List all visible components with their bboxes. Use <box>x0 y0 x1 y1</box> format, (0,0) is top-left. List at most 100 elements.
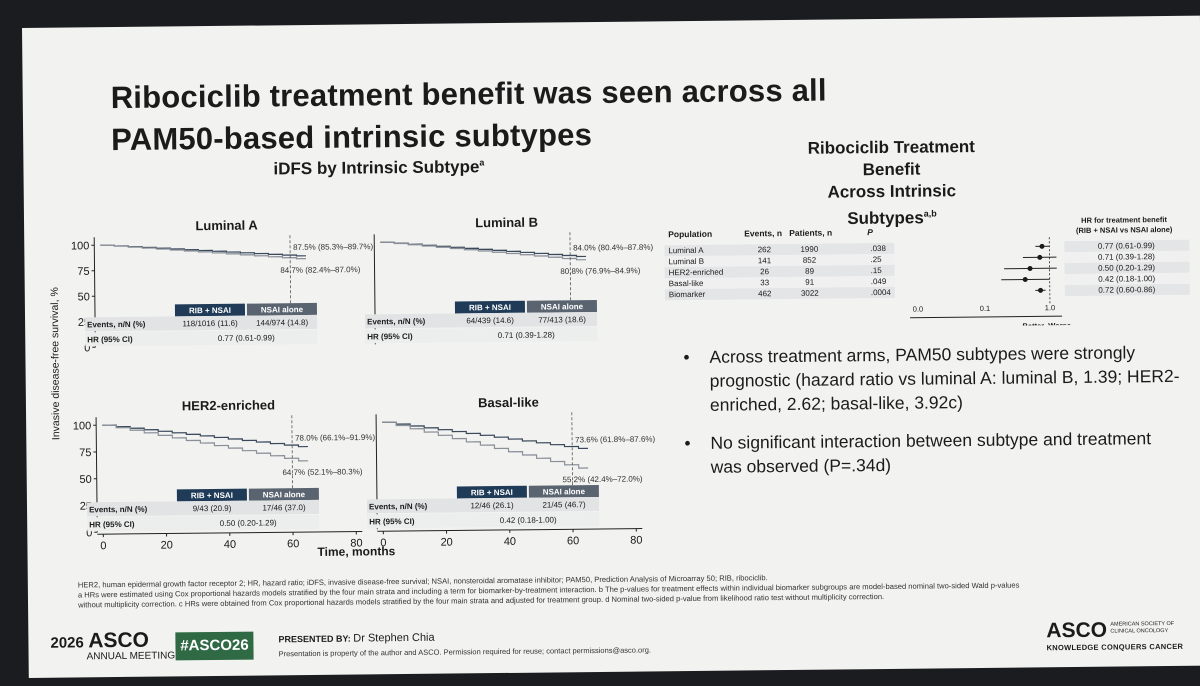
forest-row-p: .15 <box>871 266 883 275</box>
forest-worse-label: Worse <box>1048 321 1071 329</box>
km-hr-label: HR (95% CI) <box>87 335 133 344</box>
meeting-logo: 2026 ASCO ANNUAL MEETING <box>50 628 176 663</box>
km-hr-value: 0.77 (0.61-0.99) <box>218 333 275 343</box>
km-curve-nsai-alone <box>102 424 309 462</box>
km-events-label: Events, n/N (%) <box>89 505 148 515</box>
forest-header-hr-1: HR for treatment benefit <box>1081 215 1167 225</box>
forest-row-hr: 0.50 (0.20-1.29) <box>1098 263 1155 273</box>
km-arm2-header: NSAI alone <box>543 487 586 496</box>
forest-row-events: 262 <box>758 245 772 254</box>
km-arm1-header: RIB + NSAI <box>469 303 511 312</box>
km-events-arm1: 118/1016 (11.6) <box>182 319 238 329</box>
km-hr-label: HR (95% CI) <box>89 520 135 529</box>
forest-x-axis <box>910 315 1063 319</box>
hashtag-badge: #ASCO26 <box>175 631 254 661</box>
km-upper-estimate: 78.0% (66.1%–91.9%) <box>295 433 375 443</box>
tagline: KNOWLEDGE CONQUERS CANCER <box>1046 641 1184 653</box>
km-lower-estimate: 64.7% (52.1%–80.3%) <box>282 467 362 477</box>
forest-row-hr: 0.72 (0.60-0.86) <box>1098 285 1155 295</box>
forest-row-hr-bg <box>1064 283 1190 297</box>
km-landmark-line <box>571 412 574 508</box>
km-arm1-header-bg <box>456 485 527 499</box>
meeting-asco: ASCO <box>88 628 150 653</box>
forest-x-tick-label: 0.1 <box>980 304 991 313</box>
km-panel-title: Luminal B <box>475 215 538 231</box>
km-x-tick-label: 40 <box>504 536 516 548</box>
km-x-tick-label: 60 <box>287 538 299 550</box>
forest-point <box>1038 287 1044 293</box>
forest-better-label: Better <box>1022 321 1044 329</box>
forest-row-population: Basal-like <box>669 279 704 288</box>
km-events-arm1: 64/439 (14.6) <box>466 316 514 326</box>
asco-society-logo: ASCO AMERICAN SOCIETY OF CLINICAL ONCOLO… <box>1046 618 1184 653</box>
km-arm2-header-bg <box>248 487 319 501</box>
forest-row-population: Biomarker <box>669 290 706 299</box>
km-events-arm2: 77/413 (18.6) <box>538 315 586 325</box>
km-x-tick-label: 60 <box>567 535 579 547</box>
km-events-arm1: 9/43 (20.9) <box>193 504 232 513</box>
km-curve-rib-nsai <box>100 244 306 257</box>
km-lower-estimate: 55.2% (42.4%–72.0%) <box>562 474 642 484</box>
forest-row-bg <box>664 275 895 290</box>
km-panel-title: Luminal A <box>195 218 258 234</box>
km-events-label: Events, n/N (%) <box>369 502 428 512</box>
bullet-item: • No significant interaction between subt… <box>676 426 1181 479</box>
km-panel-title: HER2-enriched <box>182 397 275 413</box>
annual-meeting: ANNUAL MEETING <box>86 650 176 663</box>
km-hr-row-bg <box>85 329 318 347</box>
bullet-dot: • <box>684 433 691 454</box>
km-hr-value: 0.42 (0.18-1.00) <box>500 515 557 525</box>
disclaimer: Presentation is property of the author a… <box>278 645 651 659</box>
forest-row-patients: 1990 <box>800 245 818 254</box>
forest-header-population: Population <box>668 229 712 239</box>
km-hr-row-bg <box>367 511 600 529</box>
km-arm2-header-bg <box>528 484 599 498</box>
forest-header-events: Events, n <box>744 228 782 238</box>
km-curve-nsai-alone <box>100 244 307 260</box>
km-hr-row-bg <box>365 326 598 344</box>
forest-row-events: 33 <box>760 278 770 287</box>
km-arm2-header-bg <box>246 302 318 316</box>
forest-row-events: 141 <box>758 256 772 265</box>
km-events-arm1: 12/46 (26.1) <box>470 501 514 510</box>
forest-row-p: .049 <box>871 277 887 286</box>
forest-point <box>1027 265 1033 271</box>
forest-header-patients: Patients, n <box>789 228 832 238</box>
km-arm1-header: RIB + NSAI <box>191 491 233 500</box>
km-curve-nsai-alone <box>382 421 589 469</box>
bullet-list: • Across treatment arms, PAM50 subtypes w… <box>675 340 1182 493</box>
forest-row-population: HER2-enriched <box>669 268 724 278</box>
bullet-dot: • <box>683 347 690 368</box>
km-x-tick-label: 20 <box>160 539 172 551</box>
km-events-row-bg <box>366 496 600 514</box>
km-panel-luminal-b: Luminal B 84.0% (80.4%–87.8%) 80.8% (76.9%… <box>365 215 654 345</box>
slide: Ribociclib treatment benefit was seen ac… <box>22 15 1200 678</box>
km-events-label: Events, n/N (%) <box>87 320 146 330</box>
forest-plot: Population Events, n Patients, n P HR for tr… <box>664 215 1190 329</box>
forest-row-hr: 0.71 (0.39-1.28) <box>1098 252 1155 262</box>
forest-row-bg <box>664 286 895 301</box>
km-x-tick-label: 0 <box>100 540 106 552</box>
forest-point <box>1037 254 1043 260</box>
km-x-tick-label: 0 <box>380 537 386 549</box>
forest-row-bg <box>664 242 895 257</box>
forest-row-p: .25 <box>870 255 882 264</box>
forest-row-population: Luminal B <box>668 257 704 266</box>
km-y-tick-label: 75 <box>79 447 91 459</box>
km-events-row-bg <box>85 314 318 332</box>
forest-row-bg <box>664 253 895 268</box>
km-lower-estimate: 84.7% (82.4%–87.0%) <box>280 265 360 275</box>
forest-row-hr-bg <box>1064 239 1190 253</box>
km-upper-estimate: 73.6% (61.8%–87.6%) <box>575 435 655 445</box>
km-x-tick-label: 80 <box>350 537 362 549</box>
km-curve-rib-nsai <box>102 424 308 448</box>
km-curve-nsai-alone <box>380 241 587 261</box>
forest-row-patients: 89 <box>805 267 815 276</box>
forest-row-hr-bg <box>1064 272 1190 286</box>
bullet-text: Across treatment arms, PAM50 subtypes we… <box>709 342 1180 415</box>
km-events-arm2: 144/974 (14.8) <box>256 318 308 328</box>
km-events-row-bg <box>86 499 320 517</box>
forest-row-p: .0004 <box>871 288 892 297</box>
